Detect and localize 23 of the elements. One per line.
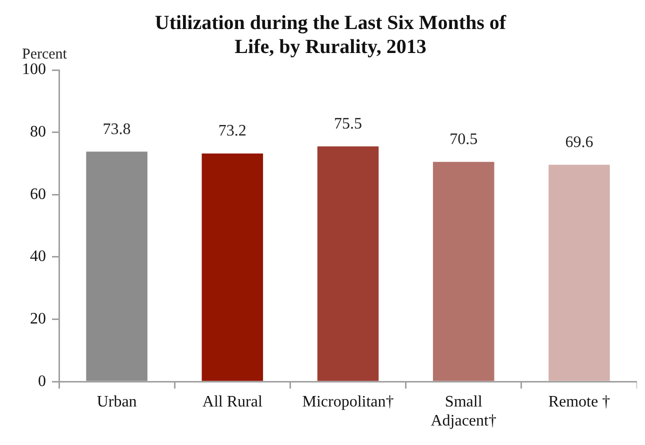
y-tick-label: 80 — [30, 124, 46, 141]
bar — [317, 146, 379, 381]
data-label: 73.8 — [102, 120, 131, 138]
y-tick-label: 0 — [38, 372, 46, 390]
data-label: 75.5 — [334, 116, 362, 133]
data-label: 69.6 — [565, 134, 594, 151]
x-tick-label: Remote † — [548, 393, 610, 410]
y-axis-title: Percent — [22, 46, 68, 62]
data-label: 70.5 — [450, 131, 478, 148]
bar — [86, 152, 148, 381]
y-tick-label: 40 — [30, 248, 46, 266]
chart-title: Utilization during the Last Six Months of Life, by Rurality, 2013 — [154, 12, 506, 58]
bar — [432, 162, 494, 381]
bar — [202, 154, 264, 381]
x-tick-label: Micropolitan† — [302, 393, 394, 410]
x-tick-label: All Rural — [202, 393, 263, 410]
y-tick-label: 100 — [22, 61, 46, 78]
x-tick-label: Small Adjacent† — [430, 393, 496, 430]
y-tick-label: 60 — [30, 186, 46, 203]
data-label: 73.2 — [218, 122, 246, 140]
x-tick-label: Urban — [96, 393, 137, 410]
y-tick-label: 20 — [30, 310, 46, 328]
bar — [548, 164, 610, 381]
